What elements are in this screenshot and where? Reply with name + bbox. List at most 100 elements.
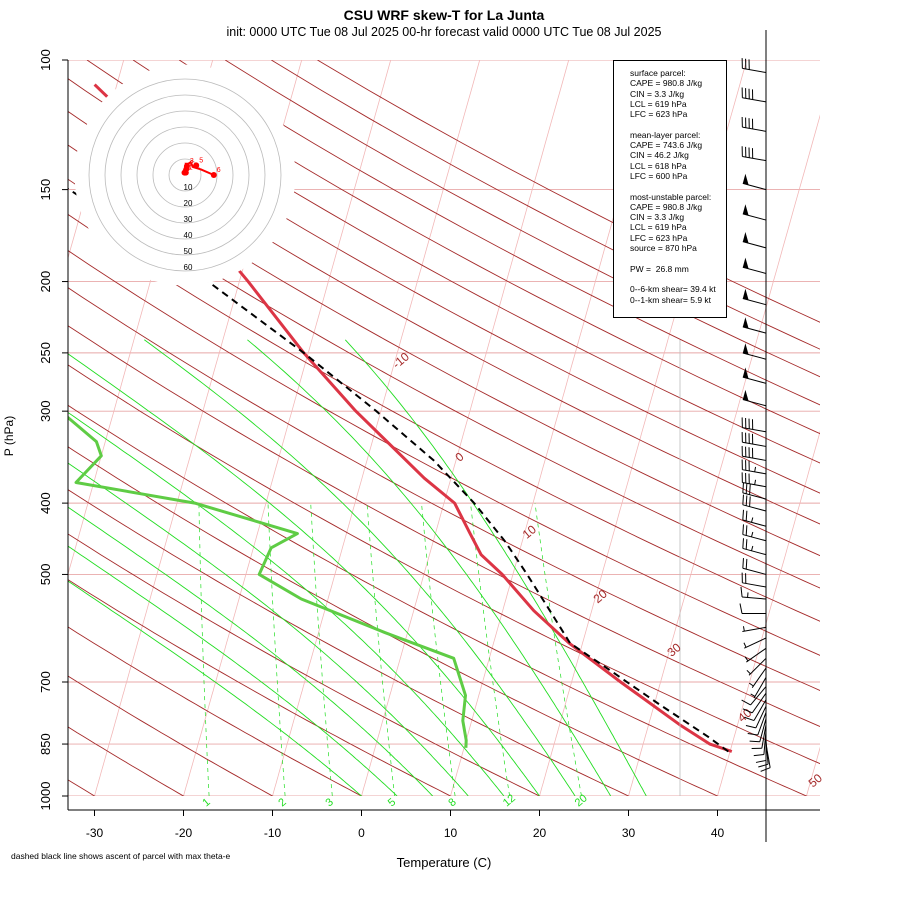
wind-barb-half [742, 626, 745, 632]
dry-adiabat-line [68, 287, 820, 691]
y-tick-label: 100 [38, 49, 53, 71]
most-unstable-parcel-stats: most-unstable parcel: CAPE = 980.8 J/kg … [630, 192, 726, 254]
y-tick-label: 850 [38, 733, 53, 755]
x-axis-label: Temperature (C) [397, 855, 492, 870]
hodograph-ring [104, 94, 266, 256]
hodograph-point-label: 6 [217, 167, 221, 174]
wind-barb-shaft [753, 699, 767, 721]
wind-barb-half [748, 682, 754, 687]
moist-adiabat-line [144, 339, 576, 796]
wind-barb-pennant [742, 232, 749, 244]
wind-barb-shaft [742, 534, 767, 542]
stat-line: LFC = 600 hPa [630, 170, 688, 181]
y-tick-label: 150 [38, 179, 53, 201]
mixing-ratio-line [310, 503, 333, 796]
wind-barb-flag [755, 759, 767, 763]
wind-barb-shaft [742, 596, 767, 600]
stats-box: surface parcel: CAPE = 980.8 J/kg CIN = … [613, 60, 727, 318]
hodograph-point-label: 1 [189, 165, 193, 172]
wind-barb-flag [745, 539, 748, 550]
precipitable-water-stat: PW = 26.8 mm [630, 264, 726, 274]
y-axis-label: P (hPa) [2, 416, 16, 456]
dry-adiabat-line [271, 60, 820, 350]
wind-barb-flag [745, 725, 756, 729]
wind-barb-shaft [742, 126, 767, 132]
moist-adiabat-line [68, 506, 434, 796]
chart-title: CSU WRF skew-T for La Junta [343, 7, 545, 23]
wind-barb-shaft [742, 67, 767, 74]
mixing-ratio-label: 3 [324, 796, 336, 809]
x-tick-label: -30 [86, 826, 104, 840]
wind-barb-shaft [742, 241, 767, 249]
wind-barb-flag [745, 558, 748, 570]
dry-adiabat-line [68, 78, 820, 494]
wind-barb-pennant [742, 173, 749, 185]
hodograph-ring-label: 30 [184, 215, 193, 224]
hodograph-ring-label: 10 [184, 183, 193, 192]
isotherm-line [717, 430, 820, 796]
moist-adiabat-line [247, 339, 612, 796]
wind-barb-shaft [763, 730, 767, 755]
isotherm-line [68, 60, 214, 576]
stat-line: PW = 26.8 mm [630, 263, 689, 274]
isotherm-line [361, 60, 570, 796]
shear-stats: 0--6-km shear= 39.4 kt 0--1-km shear= 5.… [630, 284, 726, 305]
y-tick-label: 1000 [38, 782, 53, 811]
wind-barb-flag [745, 525, 748, 536]
hodograph-point-label: 3 [190, 158, 194, 165]
dry-adiabat-line [68, 213, 820, 622]
wind-barb-shaft [742, 182, 767, 191]
hodograph-ring-label: 40 [184, 231, 193, 240]
stat-line: CAPE = 980.8 J/kg [630, 78, 703, 89]
wind-barb-flag [758, 763, 769, 768]
wind-barb-flag [742, 524, 744, 535]
stat-line: LCL = 619 hPa [630, 98, 687, 109]
mixing-ratio-label: 5 [386, 796, 398, 809]
stat-line: LFC = 623 hPa [630, 109, 688, 120]
hodograph-point-label: 2 [190, 161, 194, 168]
wind-barb-shaft [742, 567, 767, 575]
wind-barb-shaft [742, 427, 767, 433]
hodograph-point-label: 5 [199, 157, 203, 164]
stat-line: CAPE = 980.8 J/kg [630, 201, 703, 212]
wind-barb-half [751, 531, 754, 538]
stat-line: CIN = 3.3 J/kg [630, 212, 685, 223]
wind-barb-shaft [753, 677, 767, 699]
surface-parcel-stats: surface parcel: CAPE = 980.8 J/kg CIN = … [630, 68, 726, 119]
moist-adiabat-line [68, 411, 505, 796]
stat-line: mean-layer parcel: [630, 129, 701, 140]
hodograph-ring-label: 60 [184, 263, 193, 272]
wind-barb-shaft [750, 686, 767, 706]
dry-adiabat-line [68, 250, 820, 656]
hodograph-point [210, 172, 217, 178]
dry-adiabat-line [68, 110, 820, 525]
wind-barb-shaft [742, 326, 767, 334]
wind-barb-flag [745, 483, 748, 494]
wind-barb-shaft [744, 637, 767, 649]
wind-barb-flag [742, 494, 744, 505]
hodograph-point [193, 162, 200, 169]
isotherm-label: 0 [452, 449, 466, 464]
wind-barb-pennant [742, 257, 749, 269]
stat-line: LCL = 618 hPa [630, 160, 687, 171]
wind-barb-half [743, 642, 747, 648]
isotherm-line [450, 60, 659, 796]
wind-barb-shaft [748, 657, 767, 676]
hodograph-ring [88, 78, 282, 272]
wind-barb-flag [742, 558, 744, 569]
footnote: dashed black line shows ascent of parcel… [11, 851, 231, 861]
mixing-ratio-lines [198, 503, 582, 796]
mean-layer-parcel-stats: mean-layer parcel: CAPE = 743.6 J/kg CIN… [630, 130, 726, 181]
isotherm-line [539, 60, 748, 796]
wind-barb-half [746, 669, 751, 675]
stat-line: LCL = 619 hPa [630, 222, 687, 233]
wind-barb-pennant [742, 317, 749, 329]
hodograph-ring [152, 142, 218, 208]
mixing-ratio-label: 20 [573, 792, 590, 809]
hodograph: 102030405060012356 [74, 64, 296, 286]
wind-barb-half [754, 479, 757, 485]
mixing-ratio-line [267, 503, 286, 796]
stat-line: CAPE = 743.6 J/kg [630, 140, 703, 151]
isotherm-line [806, 746, 820, 796]
wind-barb-flag [760, 767, 771, 772]
